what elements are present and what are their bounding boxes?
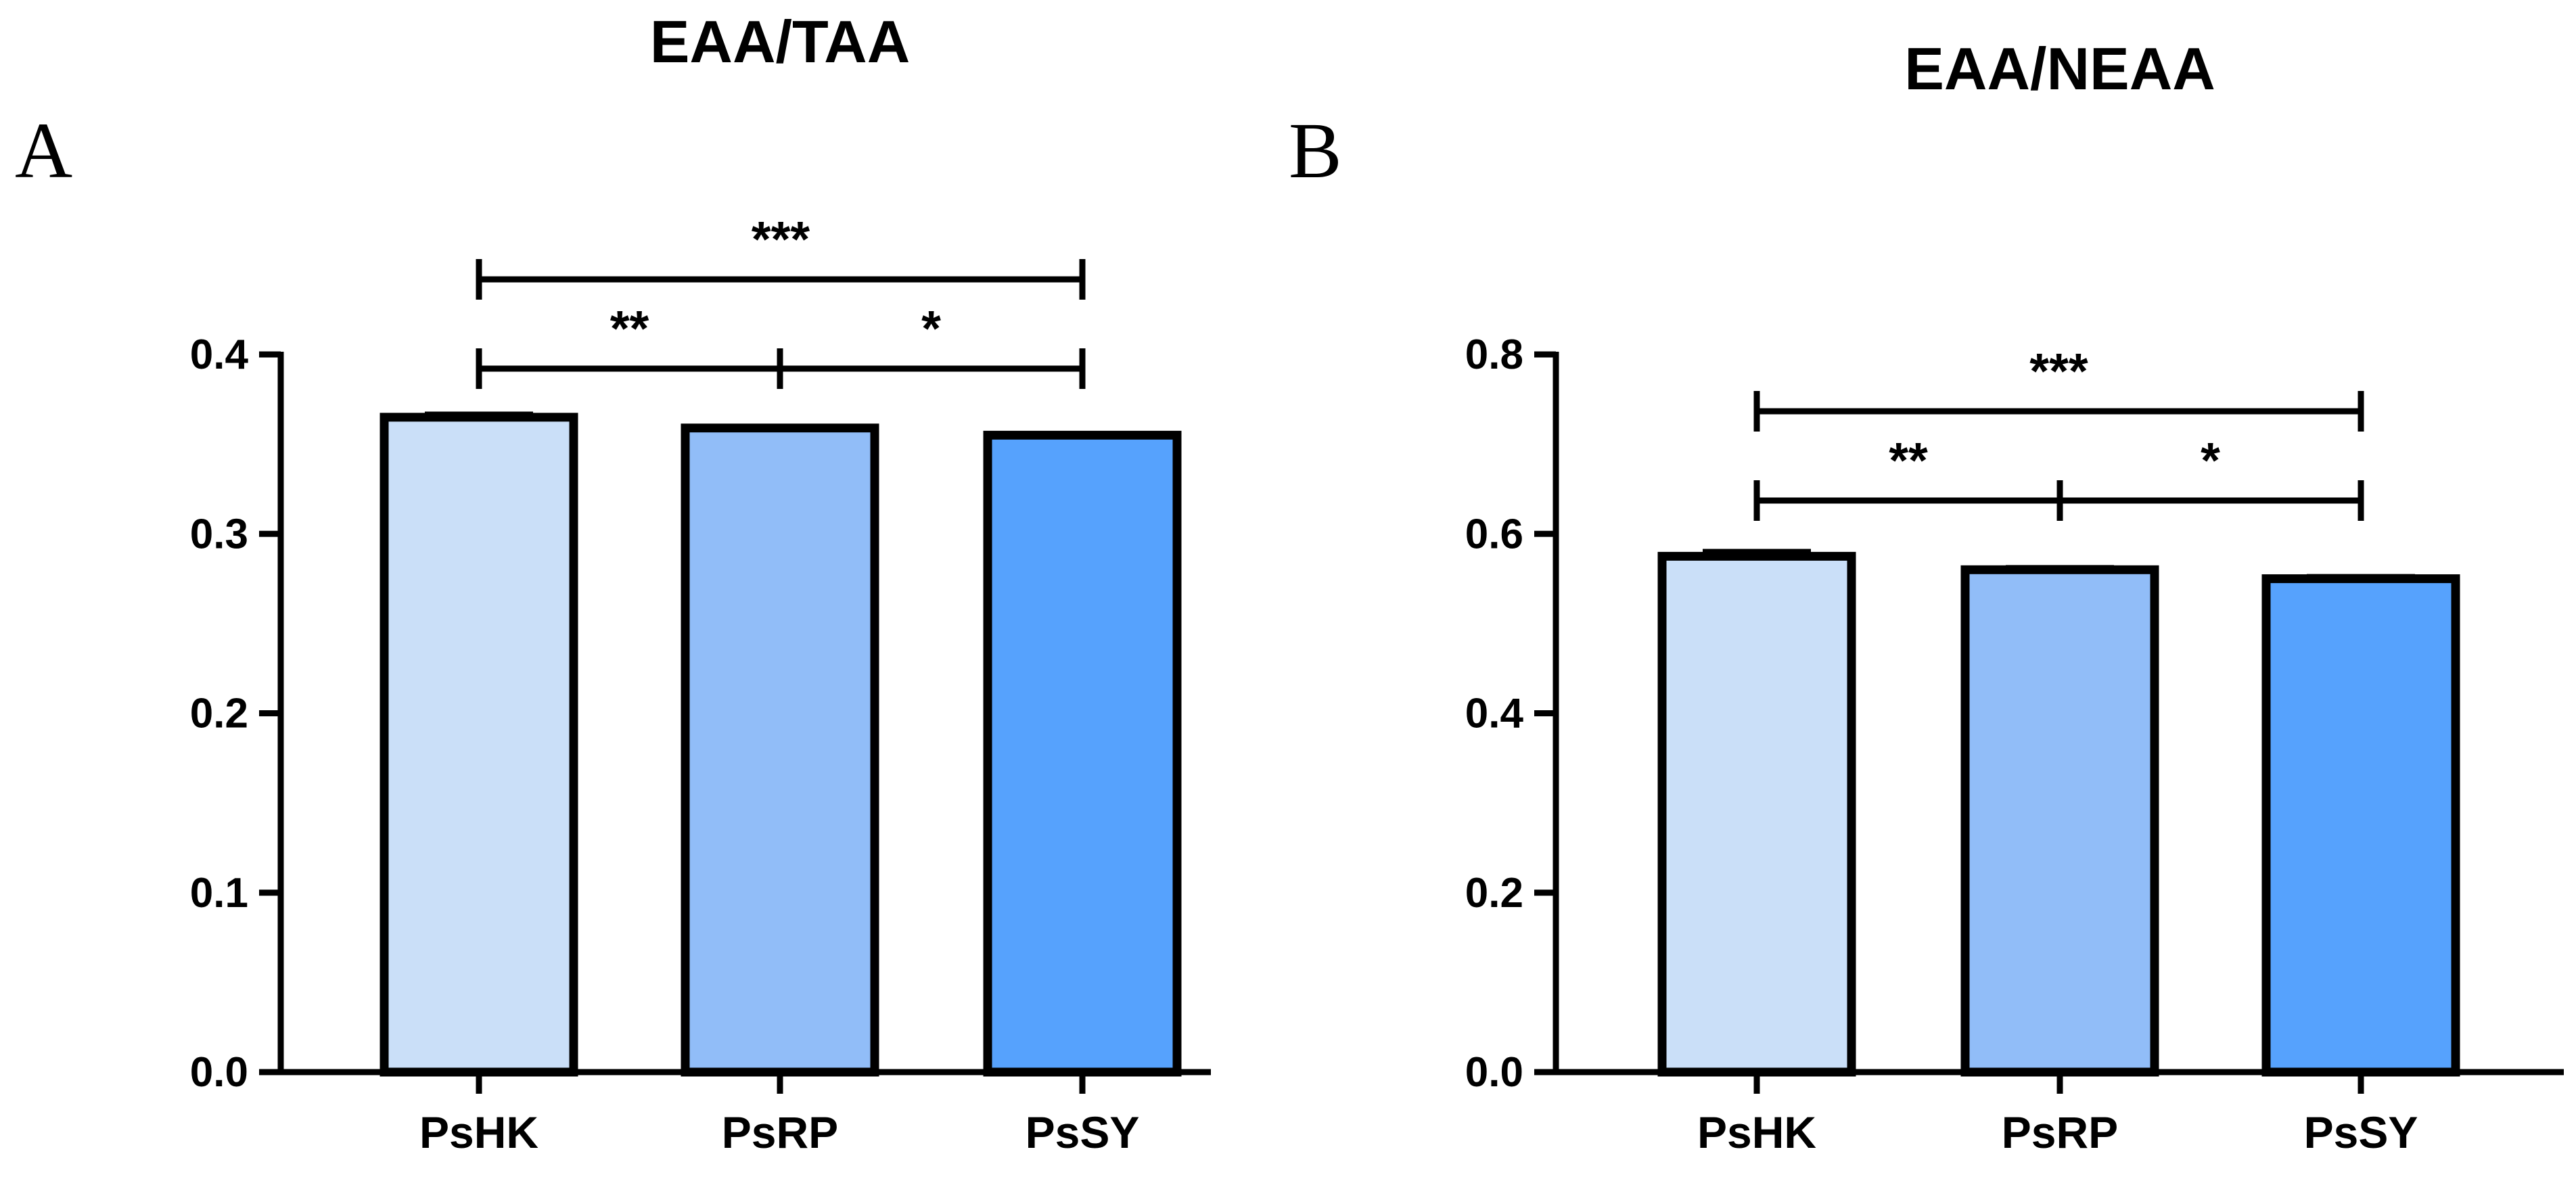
sig-label-a-1: ***	[752, 211, 810, 267]
x-tick-label-b-psrp: PsRP	[2002, 1107, 2118, 1157]
bar-a-pshk	[380, 413, 578, 1077]
y-tick-label-b-3: 0.4	[1465, 691, 1524, 737]
y-tick-label-a-1: 0.0	[190, 1049, 248, 1096]
y-tick-label-a-3: 0.2	[190, 691, 248, 737]
bar-b-pshk	[1657, 551, 1856, 1077]
bar-a-psrp	[681, 423, 879, 1077]
panel-letter-a: A	[15, 106, 72, 195]
sig-label-b-1: ***	[2029, 343, 2088, 399]
bar-b-pssy	[2261, 574, 2460, 1077]
y-tick-label-b-2: 0.2	[1465, 870, 1523, 917]
x-tick-label-b-pshk: PsHK	[1697, 1107, 1816, 1157]
sig-label-a-3: *	[921, 300, 941, 356]
y-tick-label-a-4: 0.3	[190, 511, 248, 557]
x-tick-label-a-pshk: PsHK	[419, 1107, 538, 1157]
panel-letter-b: B	[1289, 106, 1342, 195]
bar-a-pssy	[983, 430, 1182, 1077]
bar-b-psrp	[1960, 565, 2159, 1077]
y-tick-label-a-5: 0.4	[190, 331, 249, 378]
y-tick-label-b-4: 0.6	[1465, 511, 1523, 557]
y-tick-label-b-1: 0.0	[1465, 1049, 1523, 1096]
x-tick-label-a-psrp: PsRP	[722, 1107, 838, 1157]
y-tick-label-b-5: 0.8	[1465, 331, 1523, 378]
chart-title-b: EAA/NEAA	[1904, 35, 2215, 102]
x-tick-label-a-pssy: PsSY	[1026, 1107, 1140, 1157]
chart-title-a: EAA/TAA	[650, 8, 911, 75]
y-tick-label-a-2: 0.1	[190, 870, 248, 917]
x-tick-label-b-pssy: PsSY	[2304, 1107, 2418, 1157]
sig-label-b-2: **	[1889, 432, 1928, 488]
sig-label-a-2: **	[610, 300, 649, 356]
sig-label-b-3: *	[2201, 432, 2220, 488]
